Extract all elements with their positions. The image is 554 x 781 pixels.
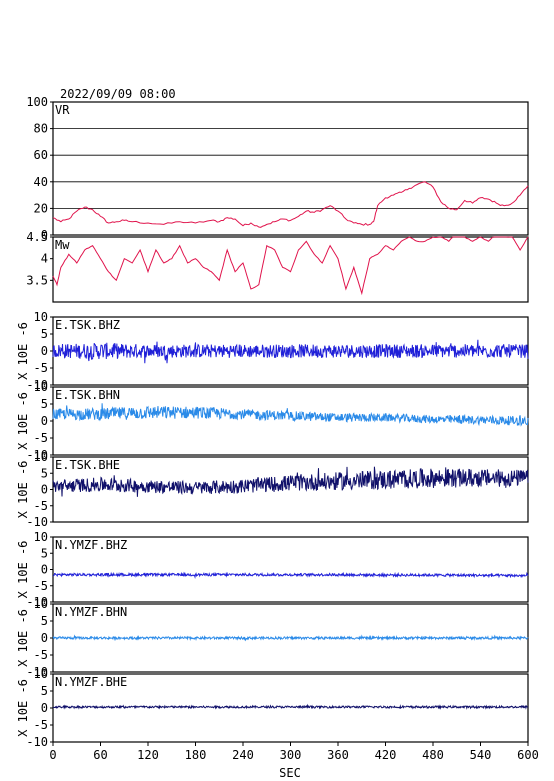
y-tick-label: 5	[41, 614, 48, 628]
y-tick-label: 20	[34, 201, 48, 215]
y-axis-label: X 10E -6	[16, 392, 30, 450]
series-line-vr	[52, 181, 529, 228]
panel-label-e-tsk-bhn: E.TSK.BHN	[55, 388, 120, 402]
x-tick-label: 0	[49, 748, 56, 762]
y-tick-label: -10	[26, 515, 48, 529]
series-line-n-ymzf-bhn	[52, 634, 529, 642]
series-line-mw	[52, 236, 529, 296]
y-axis-label: X 10E -6	[16, 609, 30, 667]
y-axis-label: X 10E -6	[16, 461, 30, 519]
x-tick-label: 420	[375, 748, 397, 762]
y-tick-label: 5	[41, 327, 48, 341]
panel-e-tsk-bhe: -10 -5 0 5 10 X 10E -6 E.TSK.BHE	[16, 450, 529, 529]
panel-mw: 3.5 4 4.5 Mw	[26, 230, 529, 303]
y-tick-label: -5	[34, 361, 48, 375]
x-tick-label: 300	[280, 748, 302, 762]
x-tick-label: 480	[422, 748, 444, 762]
y-tick-label: 5	[41, 466, 48, 480]
y-tick-label: 5	[41, 684, 48, 698]
panel-label-n-ymzf-bhn: N.YMZF.BHN	[55, 605, 127, 619]
y-tick-label: 4	[41, 252, 48, 266]
panel-vr: 0 20 40 60 80 100 VR	[26, 95, 529, 242]
panel-label-mw: Mw	[55, 238, 70, 252]
series-line-n-ymzf-bhz	[52, 571, 529, 579]
y-tick-label: 5	[41, 397, 48, 411]
x-tick-label: 180	[185, 748, 207, 762]
panel-e-tsk-bhn: -10 -5 0 5 10 X 10E -6 E.TSK.BHN	[16, 380, 529, 462]
y-tick-label: -5	[34, 648, 48, 662]
panel-label-e-tsk-bhz: E.TSK.BHZ	[55, 318, 120, 332]
panel-n-ymzf-bhn: -10 -5 0 5 10 X 10E -6 N.YMZF.BHN	[16, 597, 529, 679]
y-tick-label: -10	[26, 595, 48, 609]
y-axis-label: X 10E -6	[16, 679, 30, 737]
y-tick-label: -10	[26, 378, 48, 392]
y-tick-label: 0	[41, 228, 48, 242]
panel-frame	[52, 236, 529, 303]
series-line-e-tsk-bhz	[52, 339, 529, 364]
y-tick-label: 10	[34, 597, 48, 611]
series-line-e-tsk-bhn	[52, 403, 529, 427]
y-tick-label: 0	[41, 483, 48, 497]
x-tick-label: 600	[517, 748, 539, 762]
y-tick-label: 0	[41, 344, 48, 358]
y-tick-label: 4.5	[26, 230, 48, 244]
x-axis-label: SEC	[279, 766, 301, 780]
y-tick-label: 10	[34, 450, 48, 464]
y-tick-label: 0	[41, 414, 48, 428]
y-tick-label: 60	[34, 148, 48, 162]
y-tick-label: 3.5	[26, 273, 48, 287]
panel-label-n-ymzf-bhz: N.YMZF.BHZ	[55, 538, 127, 552]
x-tick-label: 120	[137, 748, 159, 762]
y-axis-label: X 10E -6	[16, 541, 30, 599]
panel-n-ymzf-bhe: -10 -5 0 5 10 X 10E -6 N.YMZF.BHE	[16, 667, 529, 749]
y-tick-label: -10	[26, 665, 48, 679]
y-tick-label: 0	[41, 701, 48, 715]
panel-label-vr: VR	[55, 103, 70, 117]
y-tick-label: -5	[34, 718, 48, 732]
panel-n-ymzf-bhz: -10 -5 0 5 10 X 10E -6 N.YMZF.BHZ	[16, 530, 529, 609]
y-tick-label: 0	[41, 563, 48, 577]
y-tick-label: 10	[34, 310, 48, 324]
x-tick-label: 360	[327, 748, 349, 762]
y-tick-label: -5	[34, 579, 48, 593]
y-tick-label: -5	[34, 499, 48, 513]
y-tick-label: 100	[26, 95, 48, 109]
panel-e-tsk-bhz: -10 -5 0 5 10 X 10E -6 E.TSK.BHZ	[16, 310, 529, 392]
y-tick-label: 10	[34, 530, 48, 544]
y-tick-label: 80	[34, 122, 48, 136]
panel-frame	[52, 101, 529, 236]
y-tick-label: -10	[26, 448, 48, 462]
x-tick-label: 240	[232, 748, 254, 762]
series-line-e-tsk-bhe	[52, 466, 529, 497]
panel-label-n-ymzf-bhe: N.YMZF.BHE	[55, 675, 127, 689]
panel-label-e-tsk-bhe: E.TSK.BHE	[55, 458, 120, 472]
y-tick-label: 5	[41, 546, 48, 560]
date-time-label: 2022/09/09 08:00	[60, 87, 176, 101]
y-tick-label: 10	[34, 380, 48, 394]
y-axis-label: X 10E -6	[16, 322, 30, 380]
y-tick-label: 0	[41, 631, 48, 645]
x-tick-label: 540	[470, 748, 492, 762]
y-tick-label: 10	[34, 667, 48, 681]
y-tick-label: -10	[26, 735, 48, 749]
series-line-n-ymzf-bhe	[52, 703, 529, 710]
y-tick-label: -5	[34, 431, 48, 445]
x-tick-label: 60	[93, 748, 107, 762]
y-tick-label: 40	[34, 175, 48, 189]
